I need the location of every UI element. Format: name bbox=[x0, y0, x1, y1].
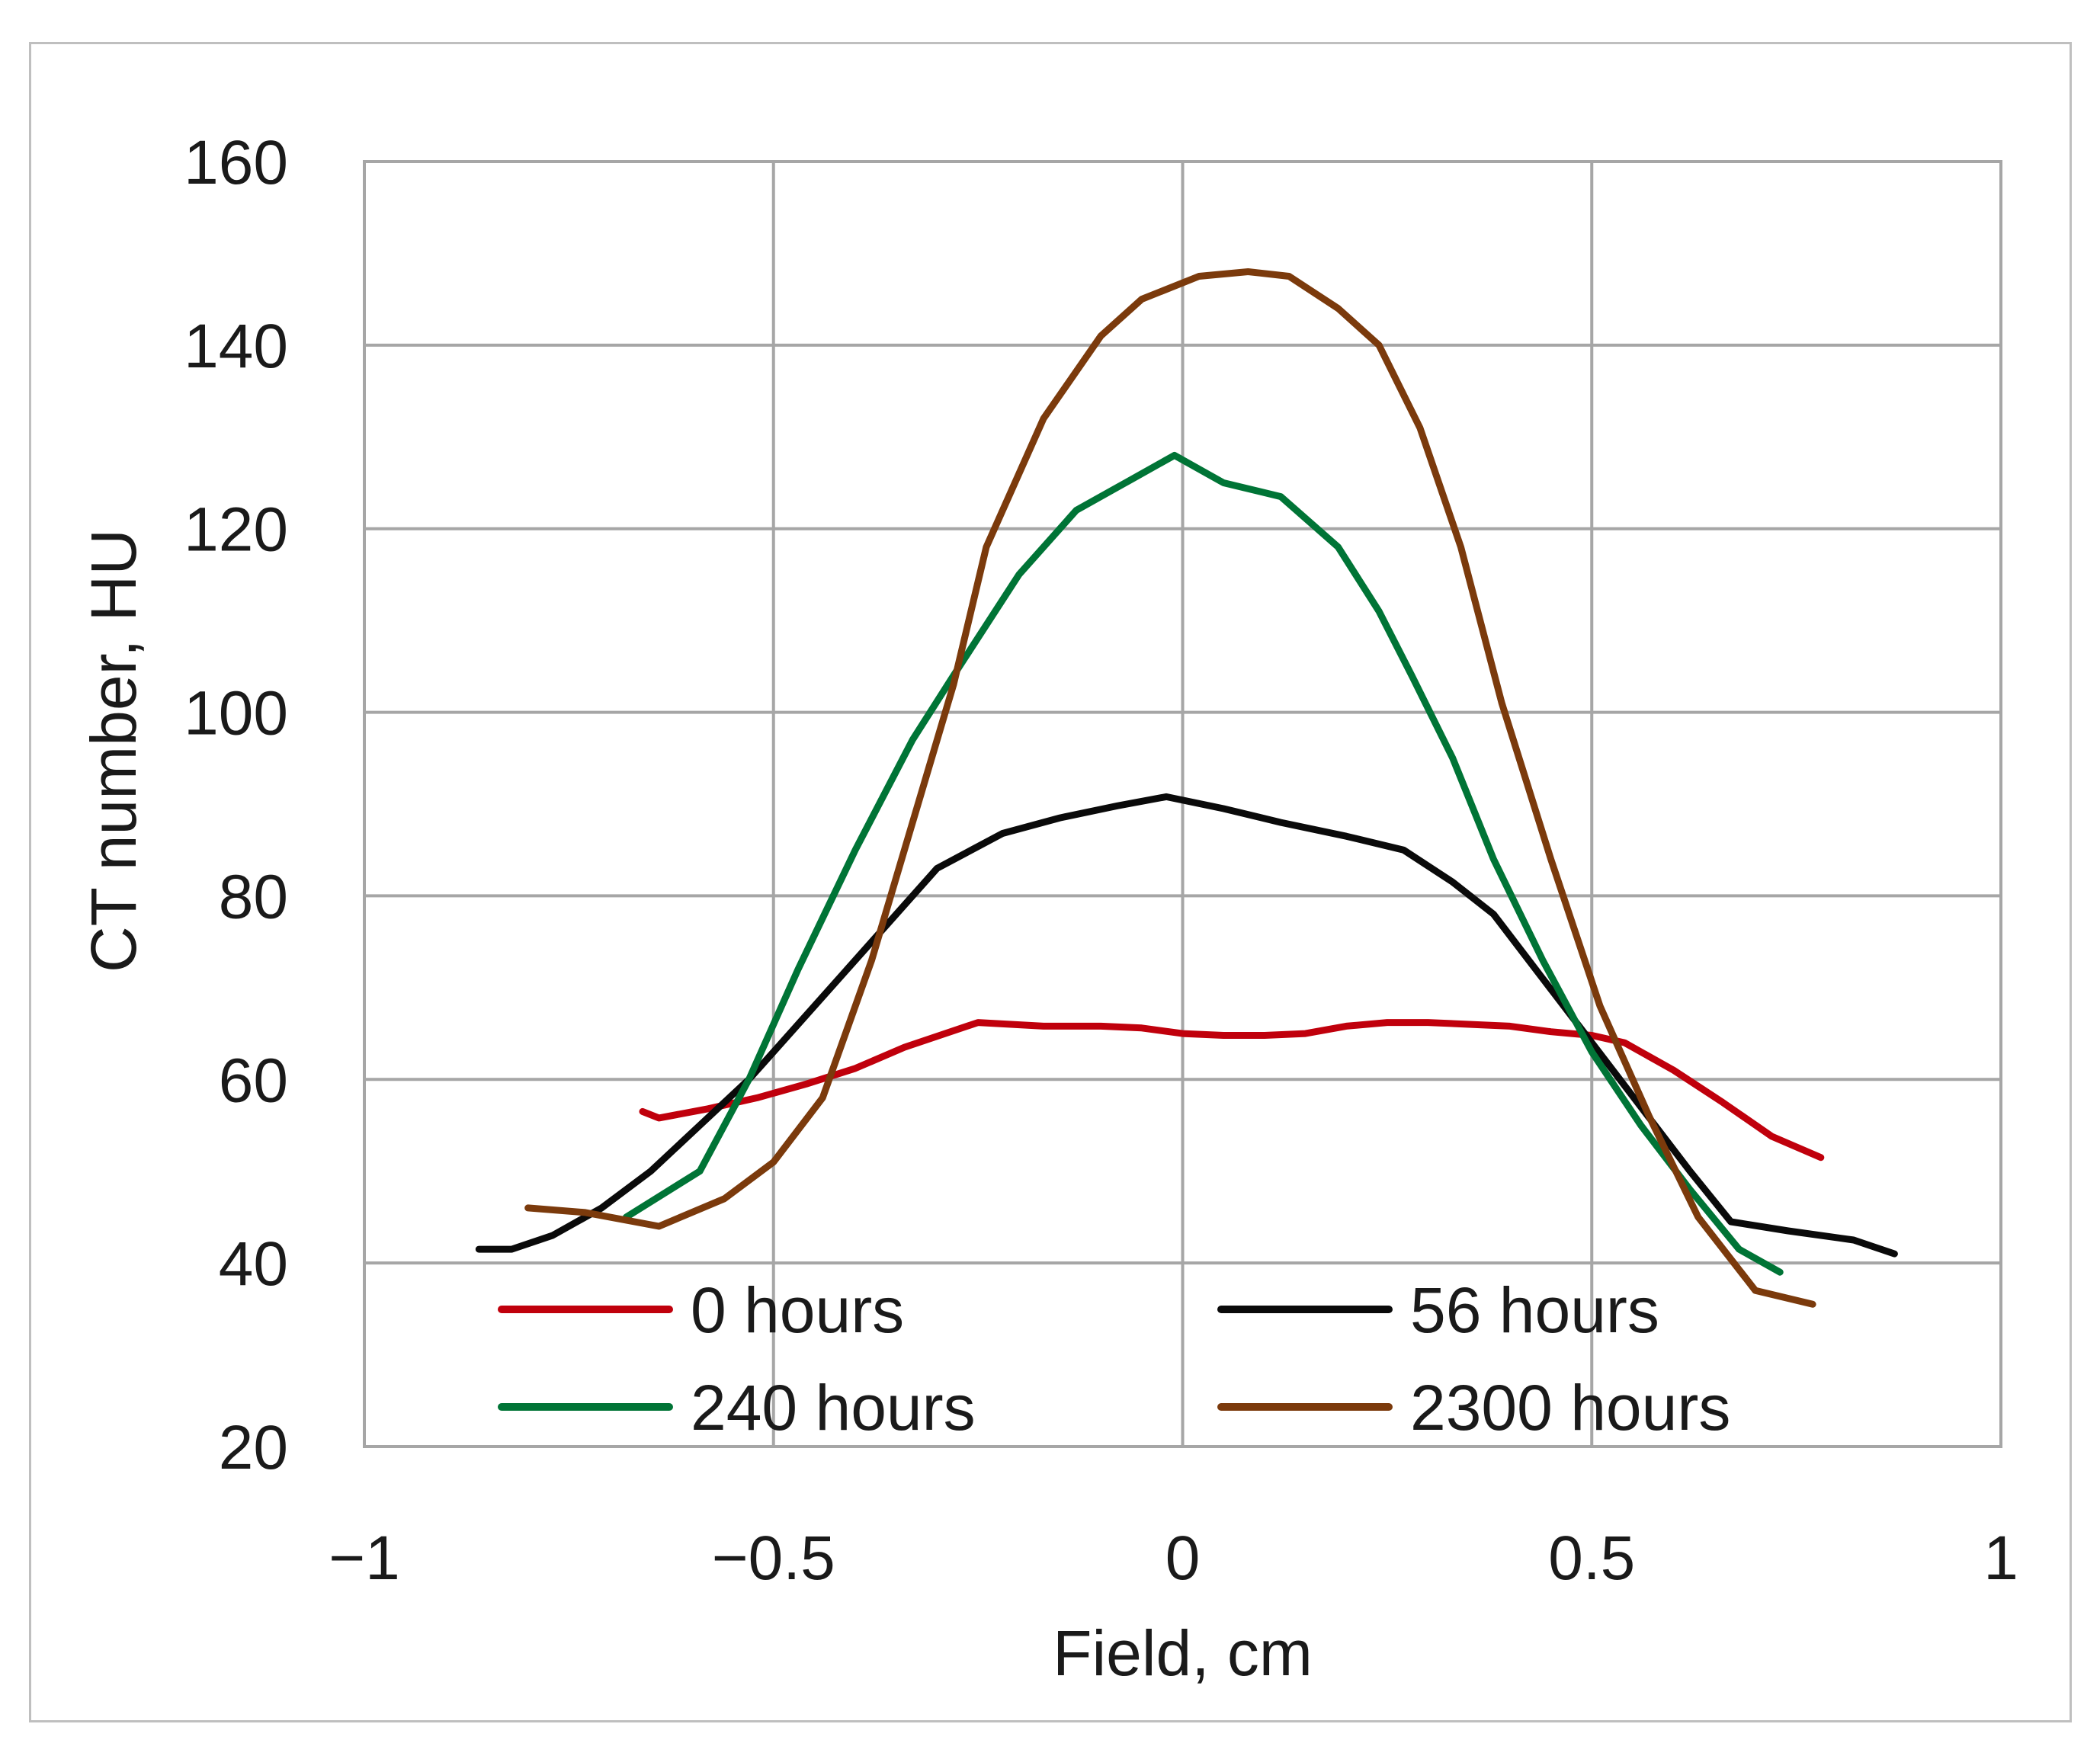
y-tick-label: 20 bbox=[219, 1413, 288, 1482]
legend: 0 hours 56 hours 240 hours 2300 hours bbox=[498, 1274, 1730, 1444]
series-line-240-hours bbox=[623, 451, 1784, 1276]
chart-frame bbox=[29, 42, 2072, 1722]
y-tick-label: 100 bbox=[184, 679, 288, 748]
legend-label: 2300 hours bbox=[1410, 1372, 1730, 1444]
y-tick-label: 160 bbox=[184, 128, 288, 197]
y-axis-title: CT number, HU bbox=[78, 529, 149, 973]
x-tick-label: 0.5 bbox=[1548, 1524, 1635, 1593]
x-tick-label: −0.5 bbox=[712, 1524, 835, 1593]
y-tick-labels: 20 40 60 80 100 120 140 160 bbox=[184, 128, 288, 1482]
y-tick-label: 40 bbox=[219, 1229, 288, 1299]
x-tick-label: 1 bbox=[1983, 1524, 2018, 1593]
x-axis-title: Field, cm bbox=[1053, 1617, 1313, 1689]
y-tick-label: 60 bbox=[219, 1046, 288, 1115]
y-tick-label: 140 bbox=[184, 312, 288, 381]
x-tick-labels: −1 −0.5 0 0.5 1 bbox=[329, 1524, 2018, 1593]
series-line-0-hours bbox=[639, 1019, 1825, 1162]
y-tick-label: 120 bbox=[184, 495, 288, 565]
legend-label: 240 hours bbox=[691, 1372, 976, 1444]
plot-area-border bbox=[363, 160, 2002, 1448]
x-tick-label: 0 bbox=[1165, 1524, 1201, 1593]
grid bbox=[363, 160, 2002, 1448]
series-lines bbox=[475, 268, 1898, 1308]
x-tick-label: −1 bbox=[329, 1524, 400, 1593]
legend-label: 0 hours bbox=[691, 1274, 904, 1346]
legend-label: 56 hours bbox=[1410, 1274, 1659, 1346]
series-line-2300-hours bbox=[524, 268, 1816, 1308]
y-tick-label: 80 bbox=[219, 862, 288, 931]
